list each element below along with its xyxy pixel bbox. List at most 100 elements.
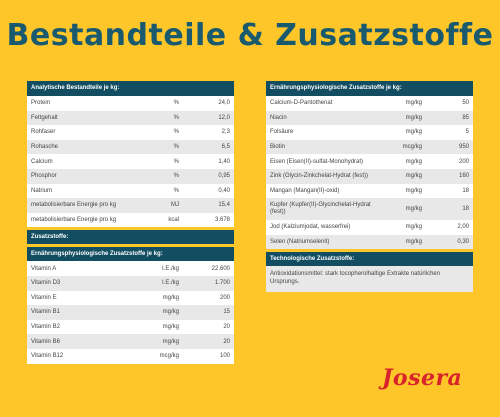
table-row: Vitamin E mg/kg 200 xyxy=(27,291,234,306)
row-name: Phosphor xyxy=(27,168,145,184)
table-row: Rohfaser% 2,3 xyxy=(27,125,234,140)
technological-text: Antioxidationsmittel: stark tocopherolha… xyxy=(266,266,473,293)
technological-header: Technologische Zusatzstoffe: xyxy=(266,252,473,267)
row-unit: mg/kg xyxy=(382,110,426,126)
row-unit: mg/kg xyxy=(162,324,179,331)
nutritional-panel: Ernährungsphysiologische Zusatzstoffe je… xyxy=(266,81,473,293)
row-name: Protein xyxy=(31,100,51,107)
row-unit: mg/kg xyxy=(405,224,422,231)
table-row: Calcium-D-Pantothenat mg/kg 50 xyxy=(266,96,473,111)
table-row: Fettgehalt% 12,0 xyxy=(27,110,234,126)
row-unit: % xyxy=(173,187,179,194)
row-value: 0,40 xyxy=(218,187,230,194)
table-row: Vitamin B6 mg/kg 20 xyxy=(27,334,234,349)
row-unit: mg/kg xyxy=(382,234,426,250)
row-name: Jod (Kalziumjodat, wasserfrei) xyxy=(270,224,351,231)
table-row: Kupfer (Kupfer(II)-Glycinchelat-Hydrat (… xyxy=(266,198,473,221)
row-value: 5 xyxy=(465,129,469,136)
row-unit: mg/kg xyxy=(405,187,422,194)
row-name: Zink (Glycin-Zinkchelat-Hydrat (fest)) xyxy=(266,168,382,184)
table-row: Jod (Kalziumjodat, wasserfrei) mg/kg 2,00 xyxy=(266,220,473,235)
table-row: metabolisierbare Energie pro kg kcal 3.678 xyxy=(27,213,234,228)
table-row: Vitamin B12 mcg/kg 100 xyxy=(27,349,234,364)
row-name: Vitamin B12 xyxy=(31,353,64,360)
row-name: Vitamin B6 xyxy=(27,334,145,349)
nutritional-table: Calcium-D-Pantothenat mg/kg 50 Niacin mg/kg… xyxy=(266,96,473,250)
row-name: Natrium xyxy=(31,187,53,194)
row-value: 18 xyxy=(462,187,469,194)
row-name: metabolisierbare Energie pro kg xyxy=(31,217,117,224)
additives-subheader: Ernährungsphysiologische Zusatzstoffe je… xyxy=(27,247,234,262)
page-title: Bestandteile & Zusatzstoffe xyxy=(6,18,494,53)
row-value: 12,0 xyxy=(183,110,234,126)
table-row: Vitamin B2 mg/kg 20 xyxy=(27,320,234,335)
table-row: Zink (Glycin-Zinkchelat-Hydrat (fest)) mg… xyxy=(266,168,473,184)
nutritional-header: Ernährungsphysiologische Zusatzstoffe je… xyxy=(266,81,473,96)
row-unit: % xyxy=(145,139,183,155)
row-name: Selen (Natriumselenit) xyxy=(266,234,382,250)
row-value: 15,4 xyxy=(183,198,234,213)
row-name: Eisen (Eisen(II)-sulfat-Monohydrat) xyxy=(270,158,364,165)
table-row: Vitamin D3 I.E./kg 1.700 xyxy=(27,275,234,291)
row-unit: mg/kg xyxy=(145,334,183,349)
table-row: Phosphor% 0,95 xyxy=(27,168,234,184)
row-name: Vitamin D3 xyxy=(27,275,145,291)
row-unit: mg/kg xyxy=(382,168,426,184)
row-name: metabolisierbare Energie pro kg xyxy=(27,198,145,213)
row-value: 0,30 xyxy=(426,234,473,250)
row-value: 6,5 xyxy=(183,139,234,155)
table-row: Vitamin B1 mg/kg 15 xyxy=(27,305,234,320)
table-row: Biotin mcg/kg 950 xyxy=(266,139,473,155)
analytical-header: Analytische Bestandteile je kg: xyxy=(27,81,234,96)
row-unit: MJ xyxy=(145,198,183,213)
row-value: 2,00 xyxy=(457,224,469,231)
row-name: Niacin xyxy=(266,110,382,126)
table-row: Eisen (Eisen(II)-sulfat-Monohydrat) mg/kg… xyxy=(266,154,473,169)
row-value: 950 xyxy=(426,139,473,155)
row-name: Fettgehalt xyxy=(27,110,145,126)
row-value: 0,95 xyxy=(183,168,234,184)
row-unit: mg/kg xyxy=(145,305,183,320)
row-value: 22.600 xyxy=(211,265,230,272)
row-value: 1,40 xyxy=(218,158,230,165)
table-row: Selen (Natriumselenit) mg/kg 0,30 xyxy=(266,234,473,250)
table-row: Folsäure mg/kg 5 xyxy=(266,125,473,140)
row-value: 15 xyxy=(183,305,234,320)
row-name: Vitamin B2 xyxy=(31,324,60,331)
row-value: 200 xyxy=(458,158,469,165)
row-name: Vitamin E xyxy=(31,294,57,301)
row-value: 18 xyxy=(426,198,473,221)
row-unit: % xyxy=(145,110,183,126)
row-name: Vitamin A xyxy=(31,265,57,272)
row-value: 20 xyxy=(223,324,230,331)
row-unit: mg/kg xyxy=(405,129,422,136)
row-value: 100 xyxy=(219,353,230,360)
table-row: Natrium% 0,40 xyxy=(27,184,234,199)
row-name: Mangan (Mangan(II)-oxid) xyxy=(270,187,340,194)
row-name: Rohasche xyxy=(27,139,145,155)
row-value: 50 xyxy=(462,100,469,107)
row-name: Calcium-D-Pantothenat xyxy=(270,100,333,107)
additives-header: Zusatzstoffe: xyxy=(27,230,234,245)
row-value: 24,0 xyxy=(218,100,230,107)
row-unit: kcal xyxy=(168,217,179,224)
row-unit: I.E./kg xyxy=(161,265,179,272)
table-row: Calcium% 1,40 xyxy=(27,154,234,169)
additives-table: Vitamin A I.E./kg 22.600 Vitamin D3 I.E./kg… xyxy=(27,261,234,363)
row-unit: % xyxy=(173,158,179,165)
row-name: Biotin xyxy=(266,139,382,155)
row-unit: % xyxy=(145,168,183,184)
section-gap xyxy=(27,227,234,231)
row-value: 1.700 xyxy=(183,275,234,291)
table-row: Niacin mg/kg 85 xyxy=(266,110,473,126)
row-unit: mcg/kg xyxy=(382,139,426,155)
row-name: Folsäure xyxy=(270,129,294,136)
section-gap xyxy=(266,249,473,253)
josera-logo: Josera xyxy=(382,365,463,391)
row-value: 2,3 xyxy=(221,129,230,136)
row-unit: % xyxy=(173,129,179,136)
row-value: 85 xyxy=(426,110,473,126)
row-unit: % xyxy=(173,100,179,107)
table-row: Rohasche% 6,5 xyxy=(27,139,234,155)
table-row: Mangan (Mangan(II)-oxid) mg/kg 18 xyxy=(266,184,473,199)
